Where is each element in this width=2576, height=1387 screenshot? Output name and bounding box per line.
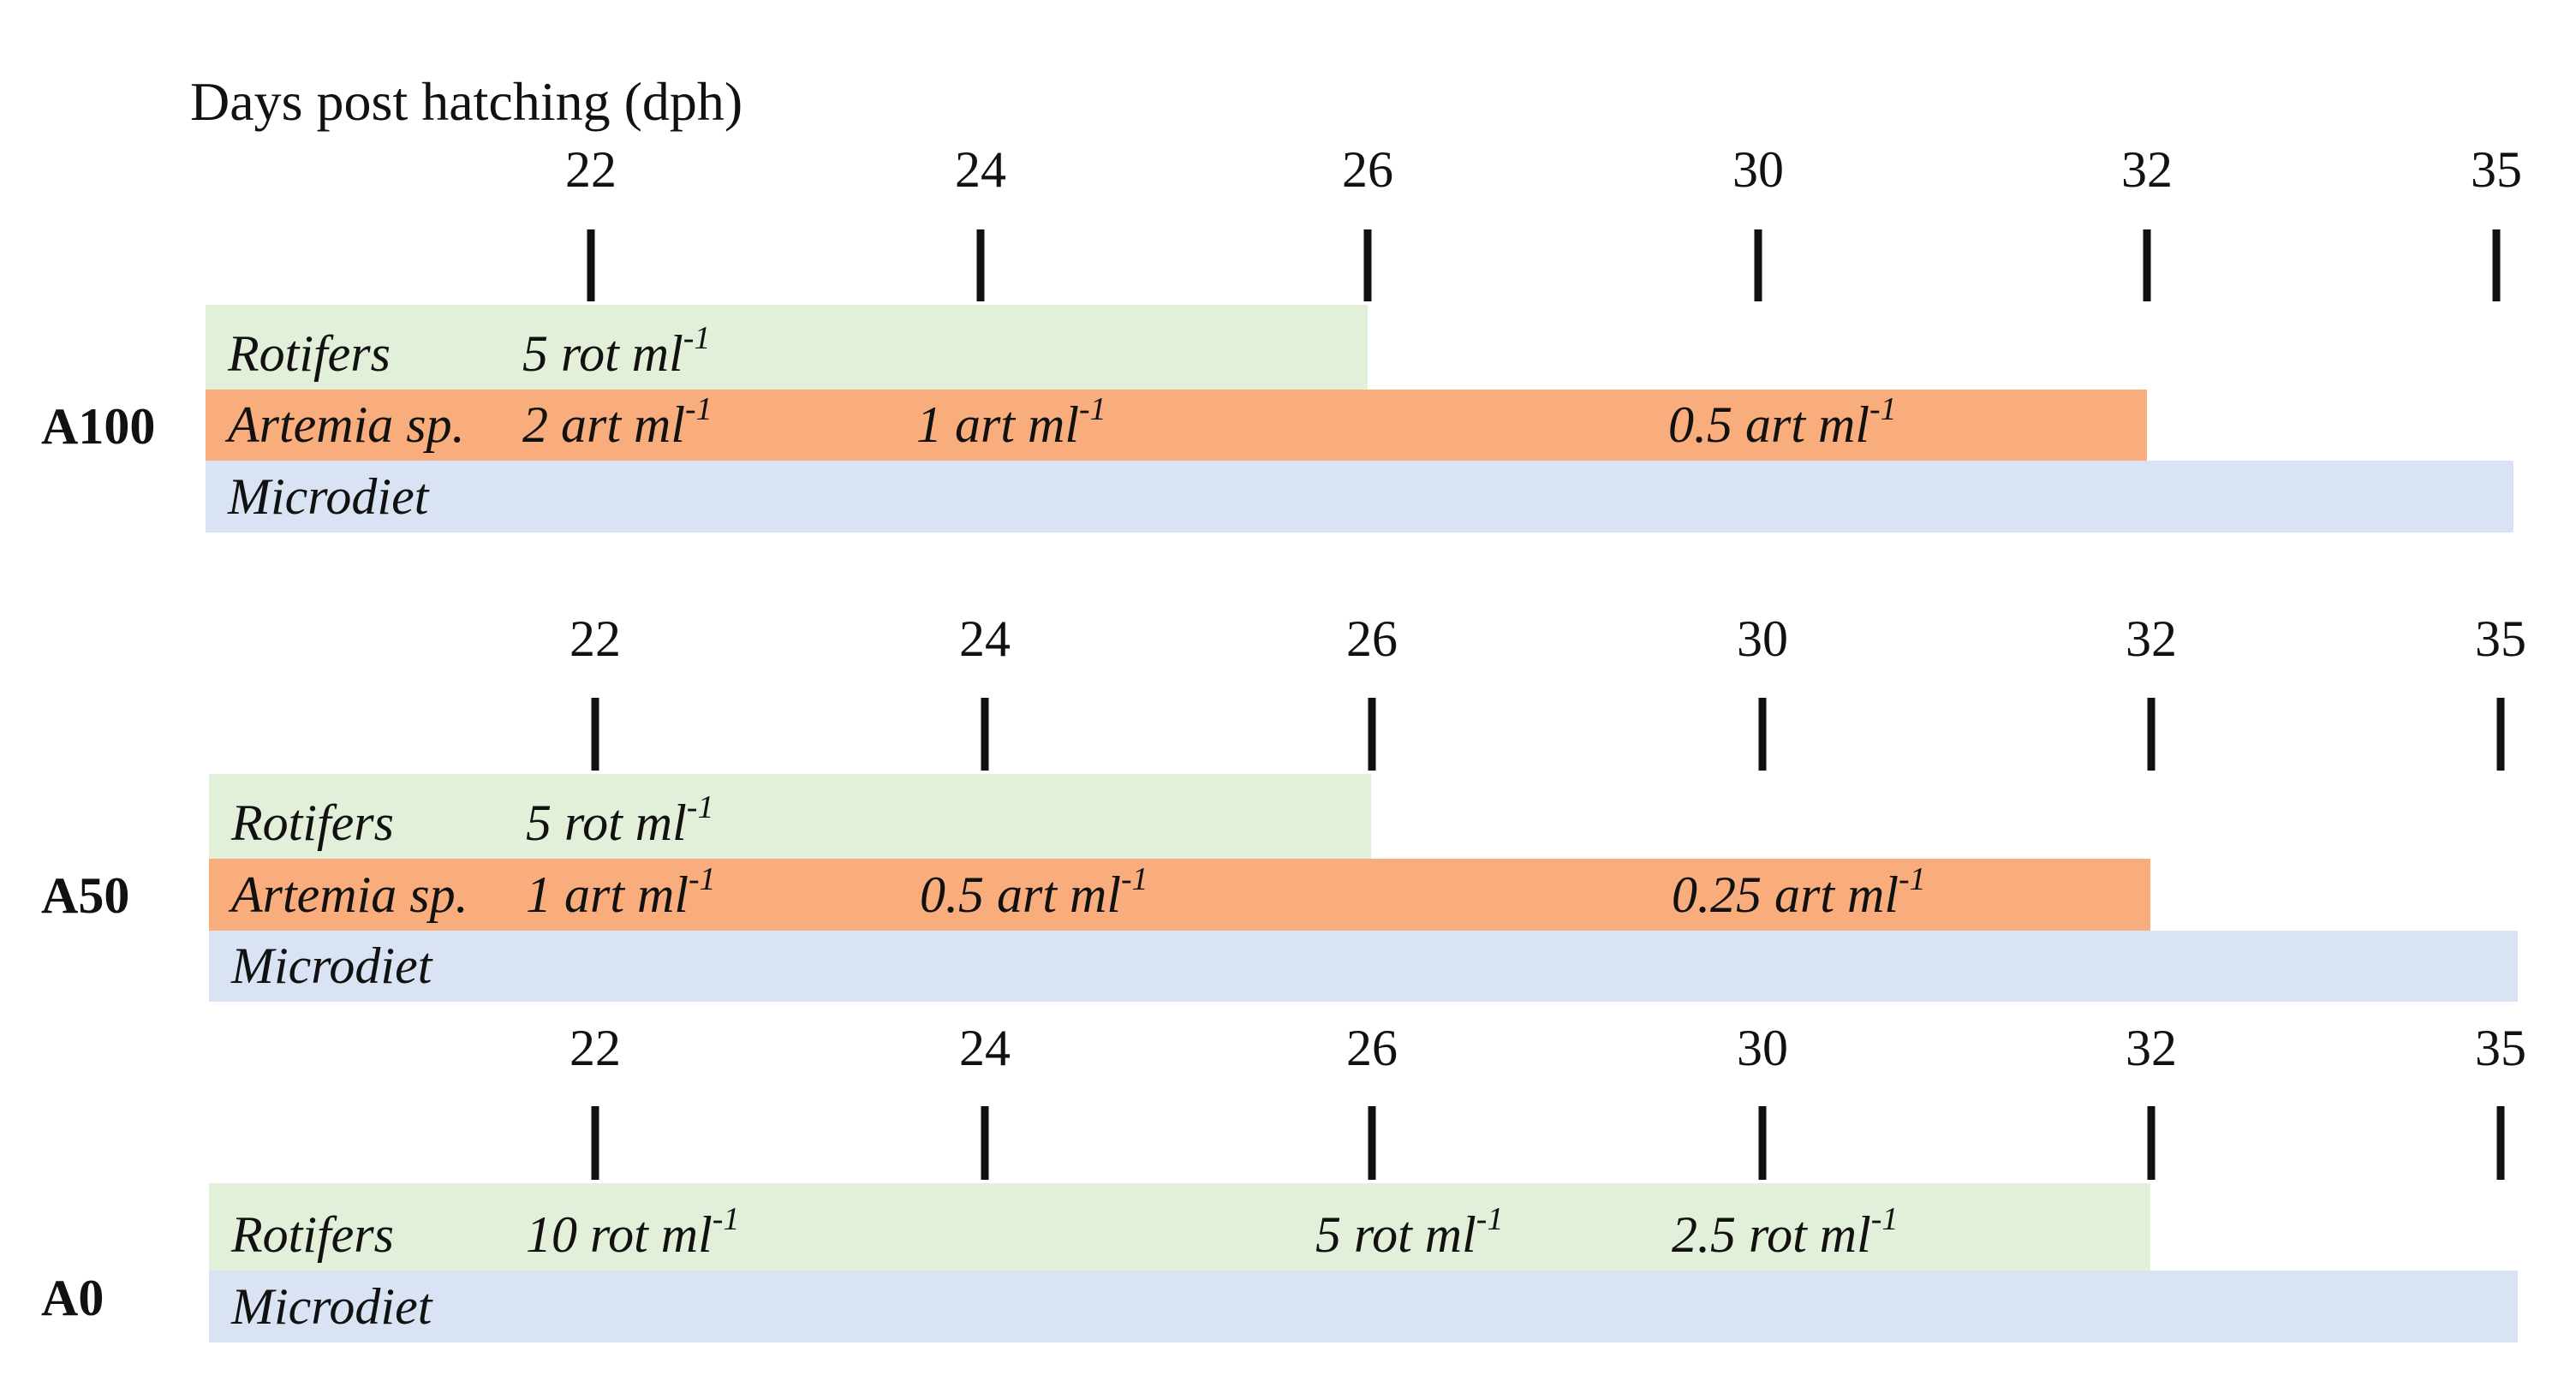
tick-label: 32 bbox=[2121, 141, 2173, 198]
diet-name-label: Rotifers bbox=[230, 795, 394, 851]
dose-label: 10 rot ml-1 bbox=[526, 1201, 739, 1263]
rotifers-bar bbox=[209, 1183, 2150, 1271]
dose-label: 1 art ml-1 bbox=[916, 391, 1106, 453]
diet-name-label: Microdiet bbox=[230, 1278, 433, 1335]
tick-label: 32 bbox=[2126, 1020, 2177, 1076]
diet-name-label: Microdiet bbox=[227, 468, 430, 525]
diet-name-label: Artemia sp. bbox=[224, 396, 465, 453]
tick-label: 32 bbox=[2126, 610, 2177, 667]
tick-label: 24 bbox=[959, 610, 1011, 667]
tick-label: 35 bbox=[2471, 141, 2522, 198]
tick-label: 24 bbox=[955, 141, 1006, 198]
diet-name-label: Rotifers bbox=[230, 1206, 394, 1263]
microdiet-bar bbox=[206, 461, 2513, 533]
artemia-bar bbox=[206, 390, 2147, 461]
tick-label: 30 bbox=[1732, 141, 1784, 198]
diet-name-label: Rotifers bbox=[227, 325, 391, 382]
dose-label: 5 rot ml-1 bbox=[522, 320, 710, 382]
group-label: A100 bbox=[41, 398, 155, 455]
diet-name-label: Artemia sp. bbox=[228, 866, 468, 923]
dose-label: 5 rot ml-1 bbox=[526, 789, 713, 851]
microdiet-bar bbox=[209, 931, 2518, 1002]
rotifers-bar bbox=[209, 774, 1371, 859]
panel-a0: 22 24 26 30 32 35 A0 Rotifers 10 rot ml-1 5 rot m… bbox=[41, 1020, 2526, 1342]
panel-a100: 22 24 26 30 32 35 A100 Rotifers 5 rot ml-1 Artemi… bbox=[41, 141, 2522, 533]
microdiet-bar bbox=[209, 1271, 2518, 1342]
tick-label: 24 bbox=[959, 1020, 1011, 1076]
axis-title: Days post hatching (dph) bbox=[190, 71, 742, 132]
dose-label: 2 art ml-1 bbox=[522, 391, 713, 453]
panel-a50: 22 24 26 30 32 35 A50 Rotifers 5 rot ml-1 Artemia… bbox=[41, 610, 2526, 1002]
tick-label: 22 bbox=[569, 1020, 621, 1076]
panels: 22 24 26 30 32 35 A100 Rotifers 5 rot ml-1 Artemi… bbox=[41, 141, 2526, 1342]
tick-label: 35 bbox=[2475, 610, 2526, 667]
rotifers-bar bbox=[206, 305, 1368, 390]
tick-label: 26 bbox=[1346, 610, 1398, 667]
dose-label: 2.5 rot ml-1 bbox=[1672, 1201, 1898, 1263]
artemia-bar bbox=[209, 859, 2150, 931]
group-label: A50 bbox=[41, 867, 129, 924]
dose-label: 5 rot ml-1 bbox=[1315, 1201, 1503, 1263]
tick-label: 26 bbox=[1342, 141, 1393, 198]
group-label: A0 bbox=[41, 1270, 104, 1326]
tick-label: 22 bbox=[569, 610, 621, 667]
tick-label: 26 bbox=[1346, 1020, 1398, 1076]
dose-label: 0.25 art ml-1 bbox=[1672, 861, 1926, 923]
tick-label: 22 bbox=[565, 141, 617, 198]
dose-label: 0.5 art ml-1 bbox=[1668, 391, 1897, 453]
tick-label: 30 bbox=[1737, 1020, 1788, 1076]
dose-label: 1 art ml-1 bbox=[526, 861, 716, 923]
tick-label: 30 bbox=[1737, 610, 1788, 667]
dose-label: 0.5 art ml-1 bbox=[920, 861, 1148, 923]
diet-name-label: Microdiet bbox=[230, 938, 433, 994]
tick-label: 35 bbox=[2475, 1020, 2526, 1076]
